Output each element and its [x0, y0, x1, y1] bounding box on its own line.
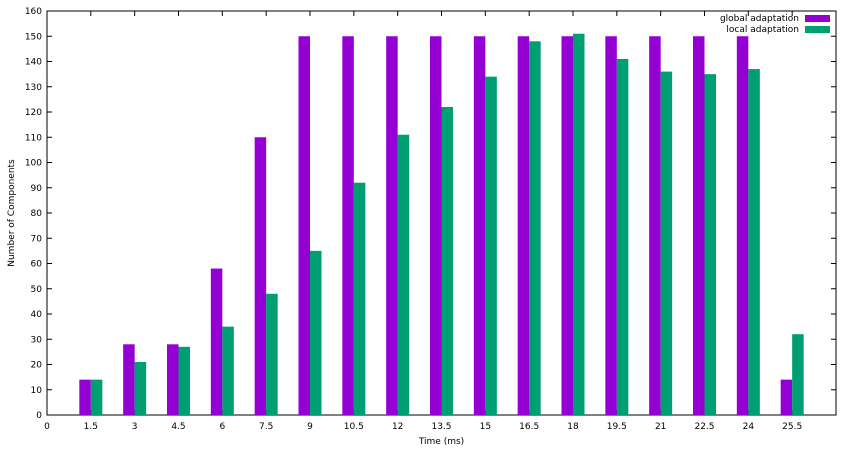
x-tick-label: 18: [567, 422, 579, 432]
bar-global: [79, 379, 91, 415]
y-tick-label: 160: [25, 7, 42, 17]
x-tick-label: 7.5: [259, 422, 273, 432]
bar-global: [605, 36, 617, 415]
bar-global: [693, 36, 705, 415]
bar-local: [485, 76, 497, 416]
bar-local: [178, 346, 190, 415]
y-tick-label: 140: [25, 58, 42, 68]
bar-global: [517, 36, 530, 415]
bar-global: [386, 36, 398, 415]
bar-local: [529, 41, 541, 416]
x-tick-label: 22.5: [694, 422, 714, 432]
x-tick-label: 0: [44, 422, 50, 432]
x-tick-label: 9: [307, 422, 313, 432]
legend-label-local: local adaptation: [726, 25, 799, 35]
legend-swatch-global: [805, 15, 830, 22]
x-tick-label: 6: [219, 422, 225, 432]
x-tick-label: 1.5: [84, 422, 98, 432]
y-tick-marks: [47, 10, 836, 416]
bar-local: [397, 134, 410, 415]
bar-local: [90, 379, 103, 415]
x-tick-label: 12: [392, 422, 403, 432]
x-tick-label: 19.5: [607, 422, 627, 432]
y-tick-label: 100: [25, 159, 42, 169]
bar-local: [134, 361, 147, 415]
y-axis-label: Number of Components: [7, 159, 17, 267]
legend: global adaptation local adaptation: [720, 14, 830, 35]
bar-local: [222, 326, 234, 415]
x-tick-label: 4.5: [171, 422, 185, 432]
x-tick-label: 16.5: [519, 422, 539, 432]
bar-local: [704, 74, 716, 415]
bar-local: [310, 250, 322, 415]
y-tick-label: 10: [31, 386, 43, 396]
bar-local: [441, 106, 453, 415]
bar-local: [353, 182, 366, 415]
bar-local: [266, 293, 278, 415]
x-tick-label: 24: [743, 422, 755, 432]
y-tick-label: 90: [31, 184, 43, 194]
x-axis-label: Time (ms): [418, 437, 464, 447]
bar-global: [254, 137, 267, 415]
bar-local: [748, 69, 760, 415]
y-tick-label: 30: [31, 335, 43, 345]
x-tick-label: 13.5: [431, 422, 451, 432]
x-tick-label: 10.5: [344, 422, 364, 432]
bar-global: [342, 36, 354, 415]
bar-local: [792, 334, 804, 415]
y-tick-label: 40: [31, 310, 43, 320]
bar-global: [123, 344, 135, 415]
bar-global: [430, 36, 442, 415]
bar-global: [649, 36, 661, 415]
bars: [79, 33, 804, 416]
y-tick-label: 60: [31, 260, 43, 270]
y-tick-label: 150: [25, 32, 42, 42]
x-tick-label: 3: [132, 422, 138, 432]
x-tick-label: 15: [480, 422, 491, 432]
legend-label-global: global adaptation: [720, 14, 799, 24]
x-tick-marks: [46, 11, 793, 415]
bar-global: [561, 36, 573, 415]
y-tick-label: 70: [31, 234, 43, 244]
bar-global: [298, 36, 310, 415]
y-tick-label: 0: [36, 411, 42, 421]
y-tick-label: 110: [25, 133, 42, 143]
y-tick-labels: 0 10 20 30 40 50 60 70 80 90 100 110 120 130 140 150 160: [25, 7, 42, 421]
legend-swatch-local: [805, 26, 830, 33]
bar-local: [573, 33, 585, 415]
x-tick-label: 25.5: [782, 422, 802, 432]
y-tick-label: 50: [31, 285, 43, 295]
x-tick-labels: 0 1.5 3 4.5 6 7.5 9 10.5 12 13.5 15 16.5 18 19.5 21 22.…: [44, 422, 802, 432]
bar-global: [210, 268, 223, 415]
y-tick-label: 120: [25, 108, 42, 118]
y-tick-label: 80: [31, 209, 43, 219]
bar-global: [736, 36, 749, 415]
bar-local: [616, 58, 629, 415]
bar-local: [660, 71, 673, 415]
bar-global: [780, 379, 793, 415]
bar-global: [473, 36, 486, 415]
y-tick-label: 130: [25, 83, 42, 93]
bar-global: [167, 344, 179, 415]
x-tick-label: 21: [655, 422, 666, 432]
y-tick-label: 20: [31, 361, 43, 371]
